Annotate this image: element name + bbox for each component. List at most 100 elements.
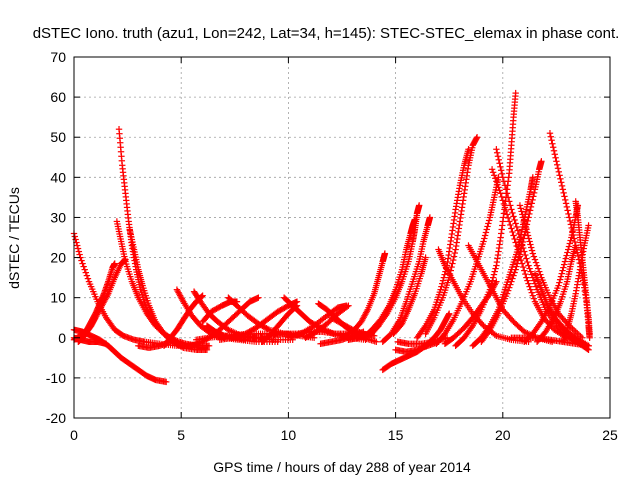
data-point	[264, 325, 271, 333]
data-point	[567, 237, 574, 244]
data-point	[75, 248, 83, 255]
data-point	[484, 223, 491, 230]
data-point	[534, 265, 542, 272]
data-point	[532, 283, 540, 290]
data-point	[523, 229, 531, 236]
data-point	[203, 346, 211, 354]
data-point	[507, 281, 514, 288]
data-point	[523, 274, 530, 281]
data-point	[111, 260, 118, 267]
data-point	[529, 250, 537, 257]
series-4	[70, 326, 170, 386]
grid	[74, 57, 610, 418]
data-point	[343, 303, 351, 310]
data-point	[507, 202, 514, 209]
data-point	[517, 237, 525, 245]
data-point	[526, 238, 533, 245]
data-point	[510, 272, 517, 279]
series-28	[379, 214, 434, 345]
data-point	[560, 261, 568, 268]
data-point	[516, 251, 523, 258]
data-point	[513, 263, 520, 270]
data-point	[564, 246, 572, 253]
data-point	[446, 310, 453, 317]
data-point	[502, 207, 510, 215]
data-point	[525, 280, 532, 287]
data-point	[560, 264, 567, 271]
data-point	[519, 211, 526, 218]
data-point	[504, 194, 512, 201]
data-point	[503, 211, 511, 218]
data-point	[585, 342, 592, 349]
data-point	[481, 235, 488, 242]
data-point	[566, 217, 574, 225]
data-point	[526, 210, 533, 218]
data-point	[80, 263, 87, 270]
y-tick-label: 50	[50, 129, 66, 145]
data-point	[510, 232, 517, 239]
data-point	[521, 267, 528, 274]
data-point	[517, 205, 524, 212]
data-point	[502, 186, 510, 193]
data-point	[439, 280, 446, 287]
data-point	[519, 214, 527, 221]
data-point	[509, 228, 516, 236]
y-tick-label: 10	[50, 290, 66, 306]
plot-frame	[73, 56, 611, 419]
data-point	[497, 190, 504, 197]
x-tick-label: 25	[602, 427, 618, 443]
data-point	[530, 193, 537, 200]
data-point	[554, 165, 562, 172]
data-point	[514, 227, 522, 234]
data-point	[538, 158, 545, 165]
data-point	[526, 265, 533, 272]
data-point	[562, 255, 569, 262]
data-point	[515, 230, 523, 238]
data-point	[549, 144, 557, 151]
x-tick-label: 20	[495, 427, 511, 443]
y-tick-label: 0	[58, 330, 66, 346]
data-point	[553, 158, 560, 165]
data-point	[497, 163, 504, 171]
data-point	[485, 328, 493, 335]
series-23	[317, 328, 367, 347]
data-point	[468, 324, 475, 331]
data-point	[499, 197, 506, 204]
data-point	[555, 282, 562, 289]
data-point	[554, 161, 561, 168]
data-point	[501, 182, 509, 189]
data-point	[381, 250, 389, 257]
data-point	[527, 203, 535, 211]
data-point	[529, 196, 536, 204]
y-tick-label: 60	[50, 89, 66, 105]
data-point	[501, 204, 509, 211]
data-point	[520, 217, 528, 224]
data-point	[557, 273, 565, 280]
data-point	[563, 203, 571, 211]
data-point	[82, 269, 89, 276]
data-point	[528, 271, 535, 278]
data-point	[532, 259, 540, 266]
data-point	[527, 286, 534, 293]
data-point	[525, 235, 532, 242]
data-point	[552, 154, 559, 161]
data-point	[563, 252, 570, 259]
data-point	[564, 249, 571, 256]
data-point	[562, 200, 570, 207]
chart-title: dSTEC Iono. truth (azu1, Lon=242, Lat=34…	[33, 25, 620, 42]
data-point	[74, 245, 82, 252]
data-point	[485, 220, 492, 227]
data-point	[523, 226, 530, 233]
data-point	[255, 294, 262, 301]
data-point	[511, 269, 518, 276]
data-point	[480, 238, 487, 245]
data-point	[523, 255, 530, 262]
series-42	[478, 158, 545, 345]
data-point	[529, 292, 537, 299]
series-27	[366, 202, 423, 339]
data-point	[497, 167, 505, 174]
data-point	[205, 342, 213, 349]
data-point	[519, 263, 527, 271]
data-point	[493, 178, 500, 185]
x-tick-label: 5	[177, 427, 185, 443]
